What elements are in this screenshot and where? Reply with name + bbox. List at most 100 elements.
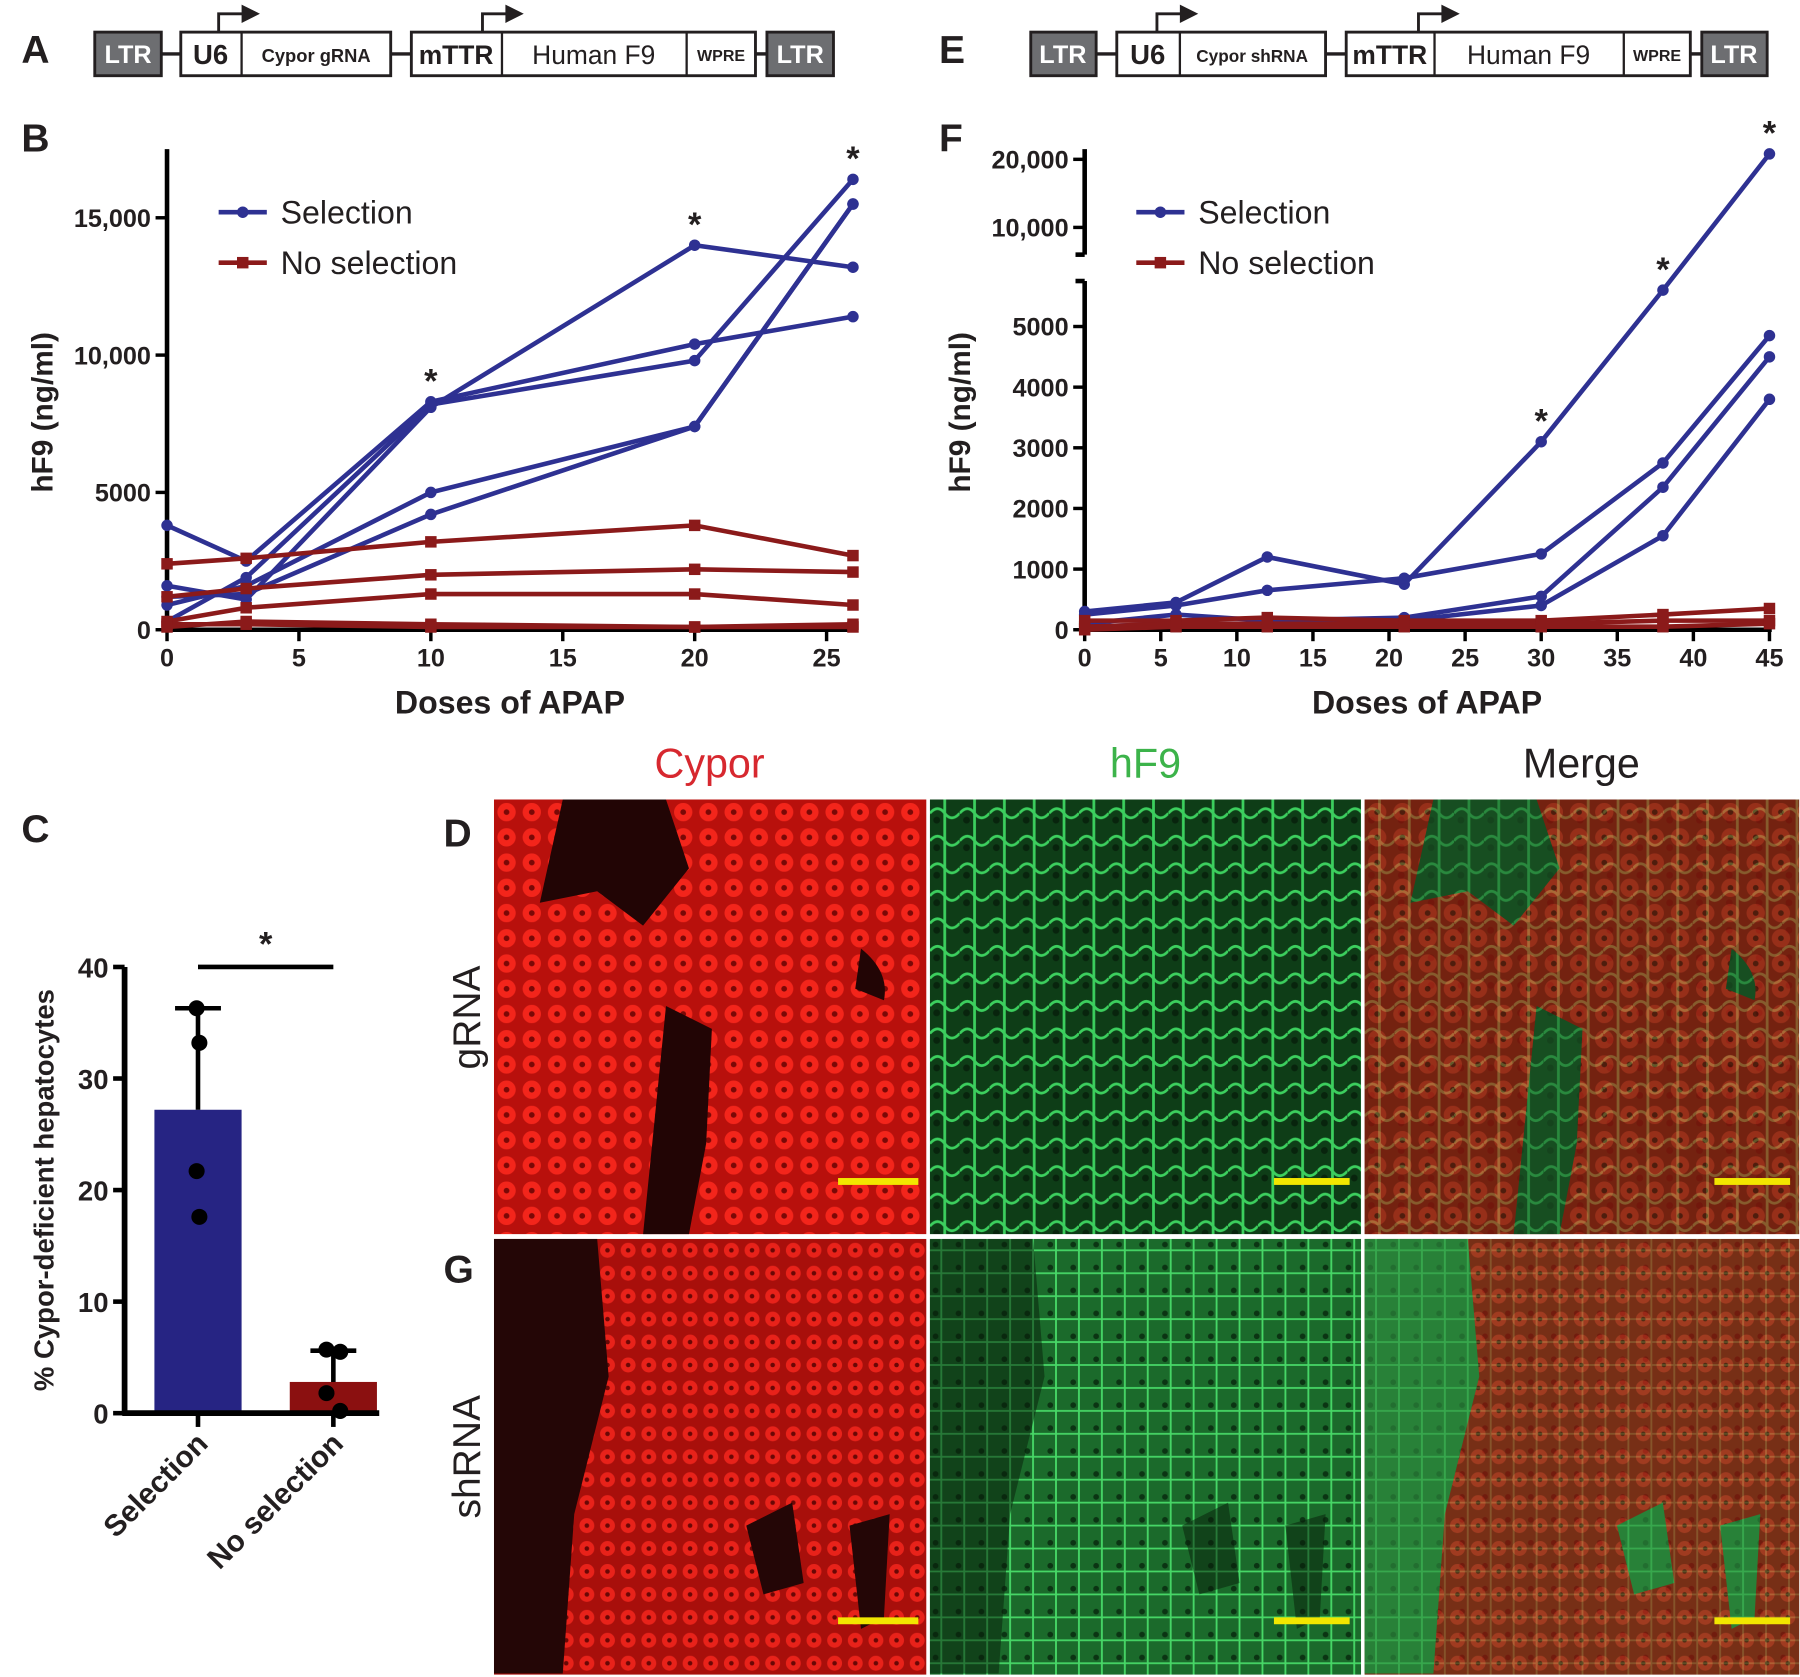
point: [1535, 548, 1547, 560]
x-tick-label: 15: [1299, 644, 1327, 672]
element-label: mTTR: [419, 40, 494, 70]
legend-marker: [237, 206, 249, 218]
point: [1535, 436, 1547, 448]
point: [688, 621, 701, 633]
panel-label: B: [21, 117, 49, 160]
x-tick-label: 0: [160, 644, 174, 672]
column-header: hF9: [1110, 741, 1181, 787]
y-tick-label: 1000: [1013, 556, 1069, 584]
panel-label: A: [21, 29, 49, 72]
x-tick-label: 25: [1451, 644, 1479, 672]
point: [847, 599, 859, 611]
point: [1763, 393, 1776, 406]
y-tick-label: 0: [1055, 617, 1069, 645]
point: [425, 398, 437, 411]
significance-mark: *: [846, 140, 860, 178]
y-tick-label: 5000: [1013, 314, 1069, 342]
y-tick-label: 10,000: [991, 215, 1068, 243]
point: [1763, 148, 1776, 160]
point: [1261, 551, 1274, 563]
panel-label: G: [443, 1248, 473, 1291]
point: [161, 591, 173, 603]
point: [847, 261, 859, 273]
x-tick-label: 25: [813, 644, 841, 672]
legend-label: No selection: [1198, 245, 1375, 281]
point: [425, 508, 437, 521]
point: [1763, 351, 1776, 363]
data-point: [332, 1343, 349, 1360]
construct-e: LTR U6 Cypor shRNA mTTR Human F9 WPRE LT…: [1029, 4, 1769, 78]
significance-mark: *: [1656, 251, 1670, 289]
y-tick-label: 30: [78, 1064, 109, 1095]
y-tick-label: 2000: [1013, 496, 1069, 524]
y-axis-title: hF9 (ng/ml): [26, 332, 59, 493]
x-tick-label: 15: [549, 644, 577, 672]
point: [1657, 284, 1669, 296]
point: [161, 621, 173, 633]
point: [1763, 602, 1776, 615]
point: [688, 420, 701, 433]
legend-label: Selection: [281, 195, 413, 231]
point: [1535, 590, 1547, 603]
row-label: gRNA: [446, 965, 489, 1069]
data-point: [318, 1341, 335, 1358]
y-tick-label: 4000: [1013, 374, 1069, 402]
x-tick-label: 10: [1223, 644, 1251, 672]
element-label: LTR: [1039, 41, 1086, 69]
legend-marker: [1154, 206, 1167, 218]
data-point: [188, 1000, 205, 1017]
point: [425, 618, 437, 630]
point: [240, 602, 252, 614]
x-tick-label: 35: [1603, 644, 1631, 672]
legend-label: Selection: [1198, 195, 1330, 231]
point: [847, 566, 859, 578]
legend-label: No selection: [281, 245, 458, 281]
microscopy: Cypor hF9 Merge gRNA shRNA: [446, 741, 1800, 1675]
image-hf9-shrna: [929, 1238, 1362, 1675]
image-cypor-grna: [493, 799, 927, 1235]
x-axis-title: Doses of APAP: [1312, 684, 1542, 720]
y-tick-label: 3000: [1013, 435, 1069, 463]
series-line: [166, 202, 855, 608]
point: [688, 239, 701, 251]
row-label: shRNA: [446, 1395, 489, 1519]
data-point: [188, 1163, 205, 1180]
x-tick-label: 40: [1679, 644, 1707, 672]
image-merge-shrna: [1364, 1238, 1800, 1675]
point: [1261, 584, 1274, 597]
point: [1763, 329, 1776, 342]
image-cypor-shrna: [493, 1238, 927, 1675]
x-tick-label: 30: [1527, 644, 1555, 672]
series-line: [166, 314, 854, 564]
x-tick-label: 45: [1755, 644, 1783, 672]
series-line: [166, 523, 854, 567]
point: [240, 552, 252, 565]
point: [240, 571, 252, 584]
series-line: [1084, 397, 1772, 629]
point: [425, 588, 437, 600]
x-tick-label: 5: [1154, 644, 1168, 672]
point: [425, 569, 437, 581]
element-label: Cypor shRNA: [1196, 46, 1308, 66]
point: [1657, 457, 1669, 469]
construct-a: LTR U6 Cypor gRNA mTTR Human F9 WPRE LTR: [93, 4, 835, 78]
image-merge-grna: [1364, 799, 1800, 1235]
point: [1657, 530, 1669, 542]
point: [1535, 620, 1547, 633]
significance-mark: *: [259, 926, 273, 964]
point: [688, 563, 701, 576]
point: [240, 582, 252, 595]
data-point: [318, 1385, 335, 1402]
y-tick-label: 15,000: [74, 205, 151, 233]
y-axis-title: hF9 (ng/ml): [944, 332, 977, 493]
panel-label: F: [939, 117, 963, 160]
point: [1261, 620, 1274, 633]
y-tick-label: 20: [78, 1175, 109, 1206]
point: [425, 536, 437, 548]
element-label: LTR: [104, 41, 151, 69]
point: [1535, 599, 1547, 612]
x-tick-label: No selection: [201, 1427, 350, 1576]
x-tick-label: Selection: [97, 1427, 214, 1544]
legend-marker: [237, 256, 249, 269]
